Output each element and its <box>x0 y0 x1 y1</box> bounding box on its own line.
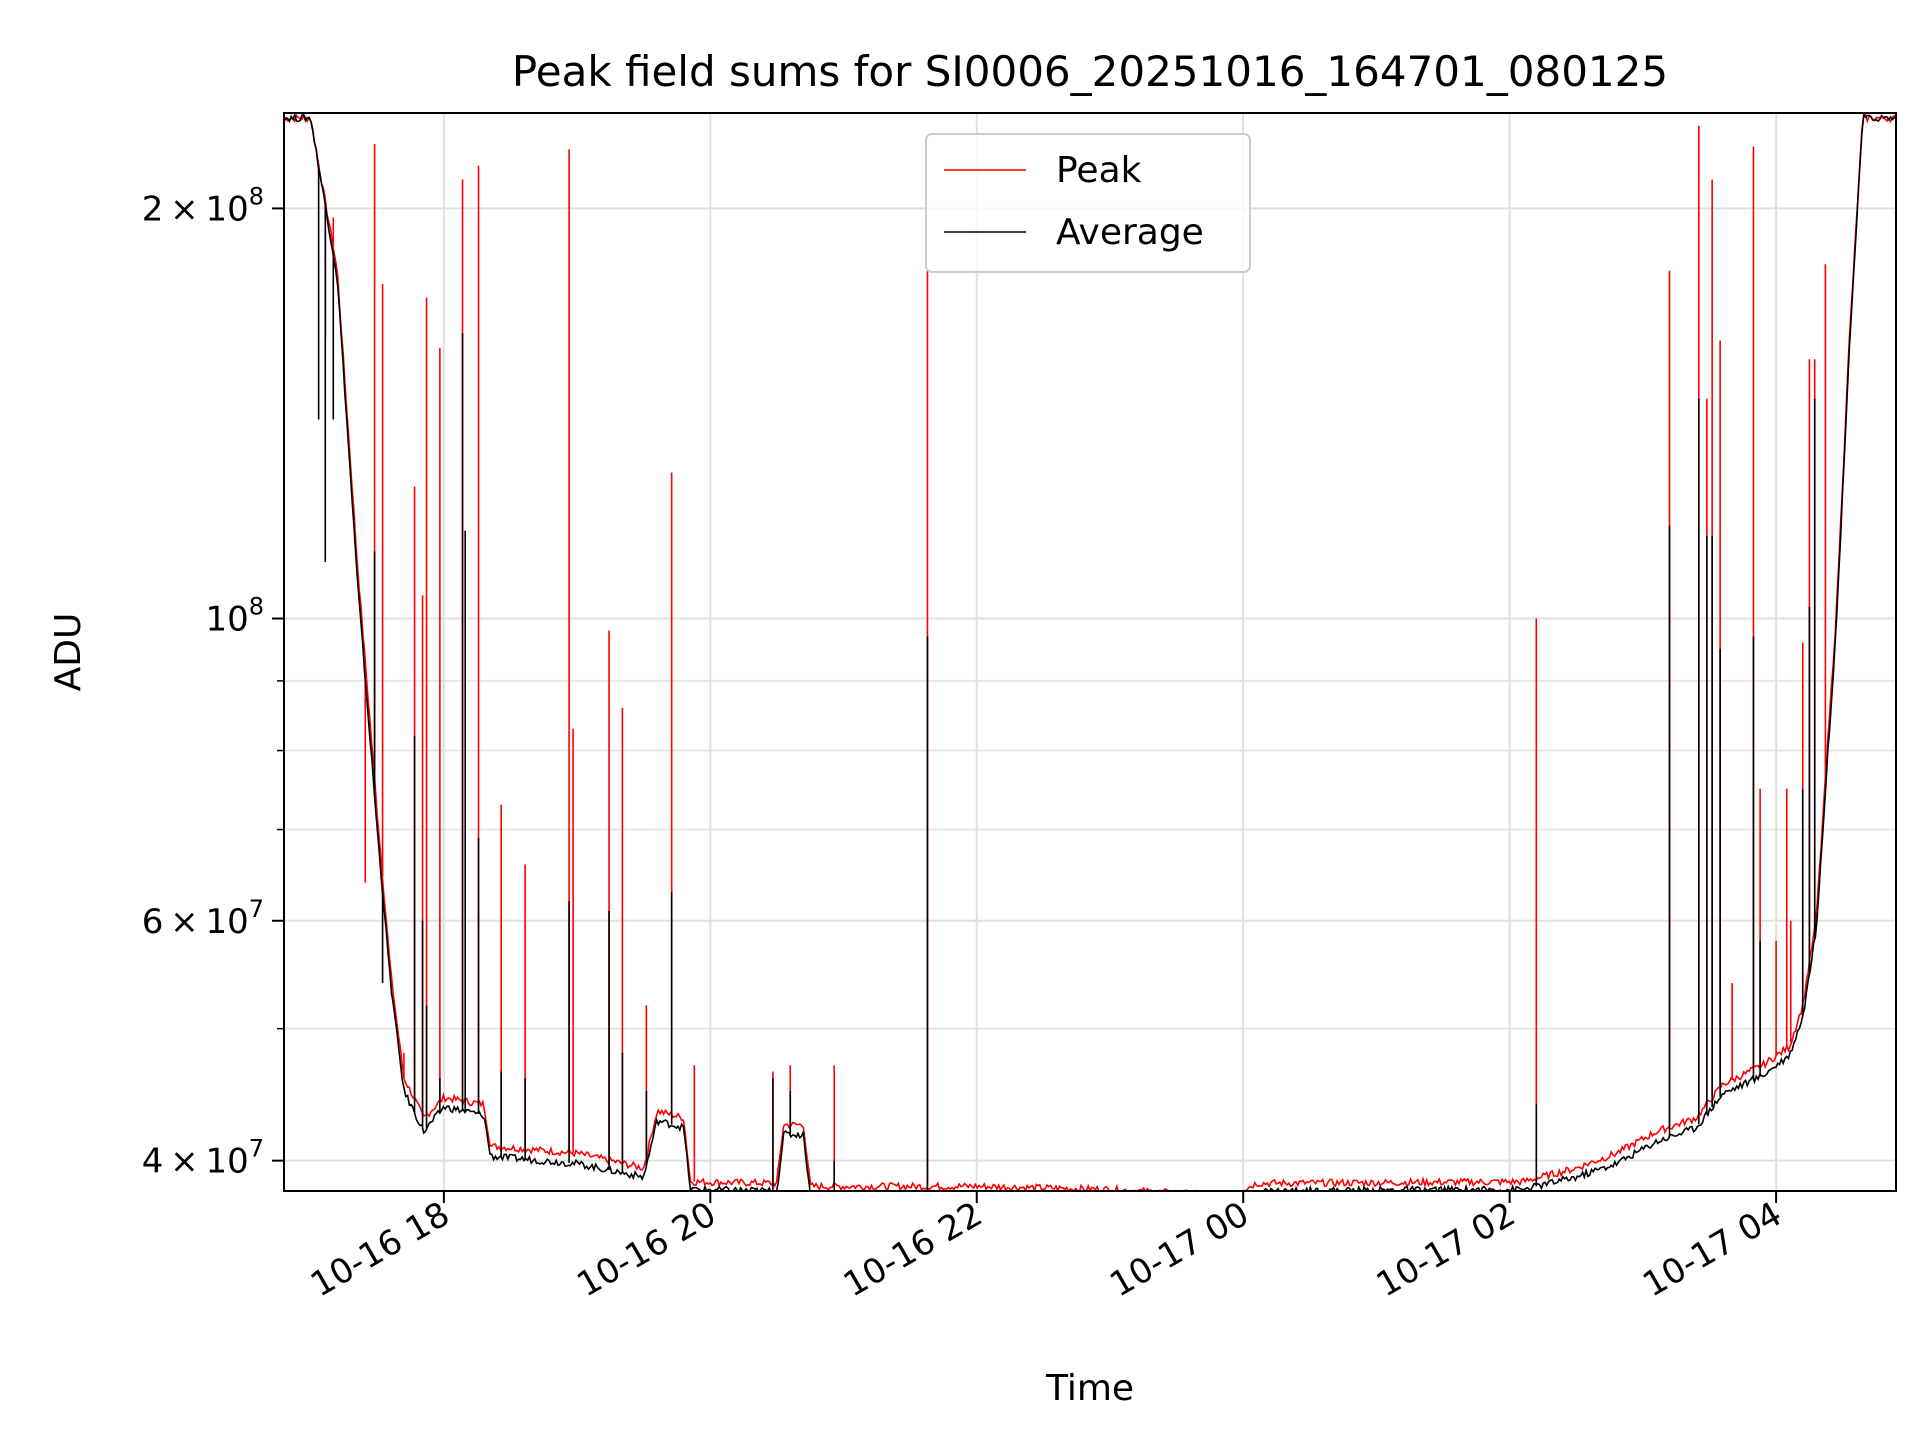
y-tick-label-base: 10 <box>205 600 248 640</box>
y-tick-label-mantissa: 2 × 10 <box>142 189 249 229</box>
y-tick-label-mantissa: 4 × 10 <box>142 1142 249 1182</box>
x-axis-label: Time <box>1045 1368 1134 1409</box>
legend-peak-label: Peak <box>1056 150 1142 191</box>
y-tick-label: 4 × 107 <box>142 1135 264 1182</box>
y-tick-label: 108 <box>205 593 264 640</box>
y-tick-label: 2 × 108 <box>142 182 264 229</box>
y-tick-label-exponent: 7 <box>249 895 264 923</box>
chart-title: Peak field sums for SI0006_20251016_1647… <box>512 47 1668 96</box>
y-tick-label-exponent: 8 <box>249 593 264 621</box>
y-axis-label: ADU <box>48 613 89 692</box>
legend-box <box>925 133 1251 273</box>
legend-average-label: Average <box>1056 212 1204 253</box>
y-tick-label: 6 × 107 <box>142 895 264 942</box>
series-average-line <box>284 113 1896 1191</box>
y-tick-label-exponent: 7 <box>249 1135 264 1163</box>
y-tick-label-exponent: 8 <box>249 182 264 210</box>
grid <box>284 113 1896 1191</box>
legend: Peak Average <box>925 133 1251 273</box>
series-average <box>284 113 1896 1191</box>
plot-frame <box>283 112 1897 1192</box>
y-tick-label-mantissa: 6 × 10 <box>142 902 249 942</box>
